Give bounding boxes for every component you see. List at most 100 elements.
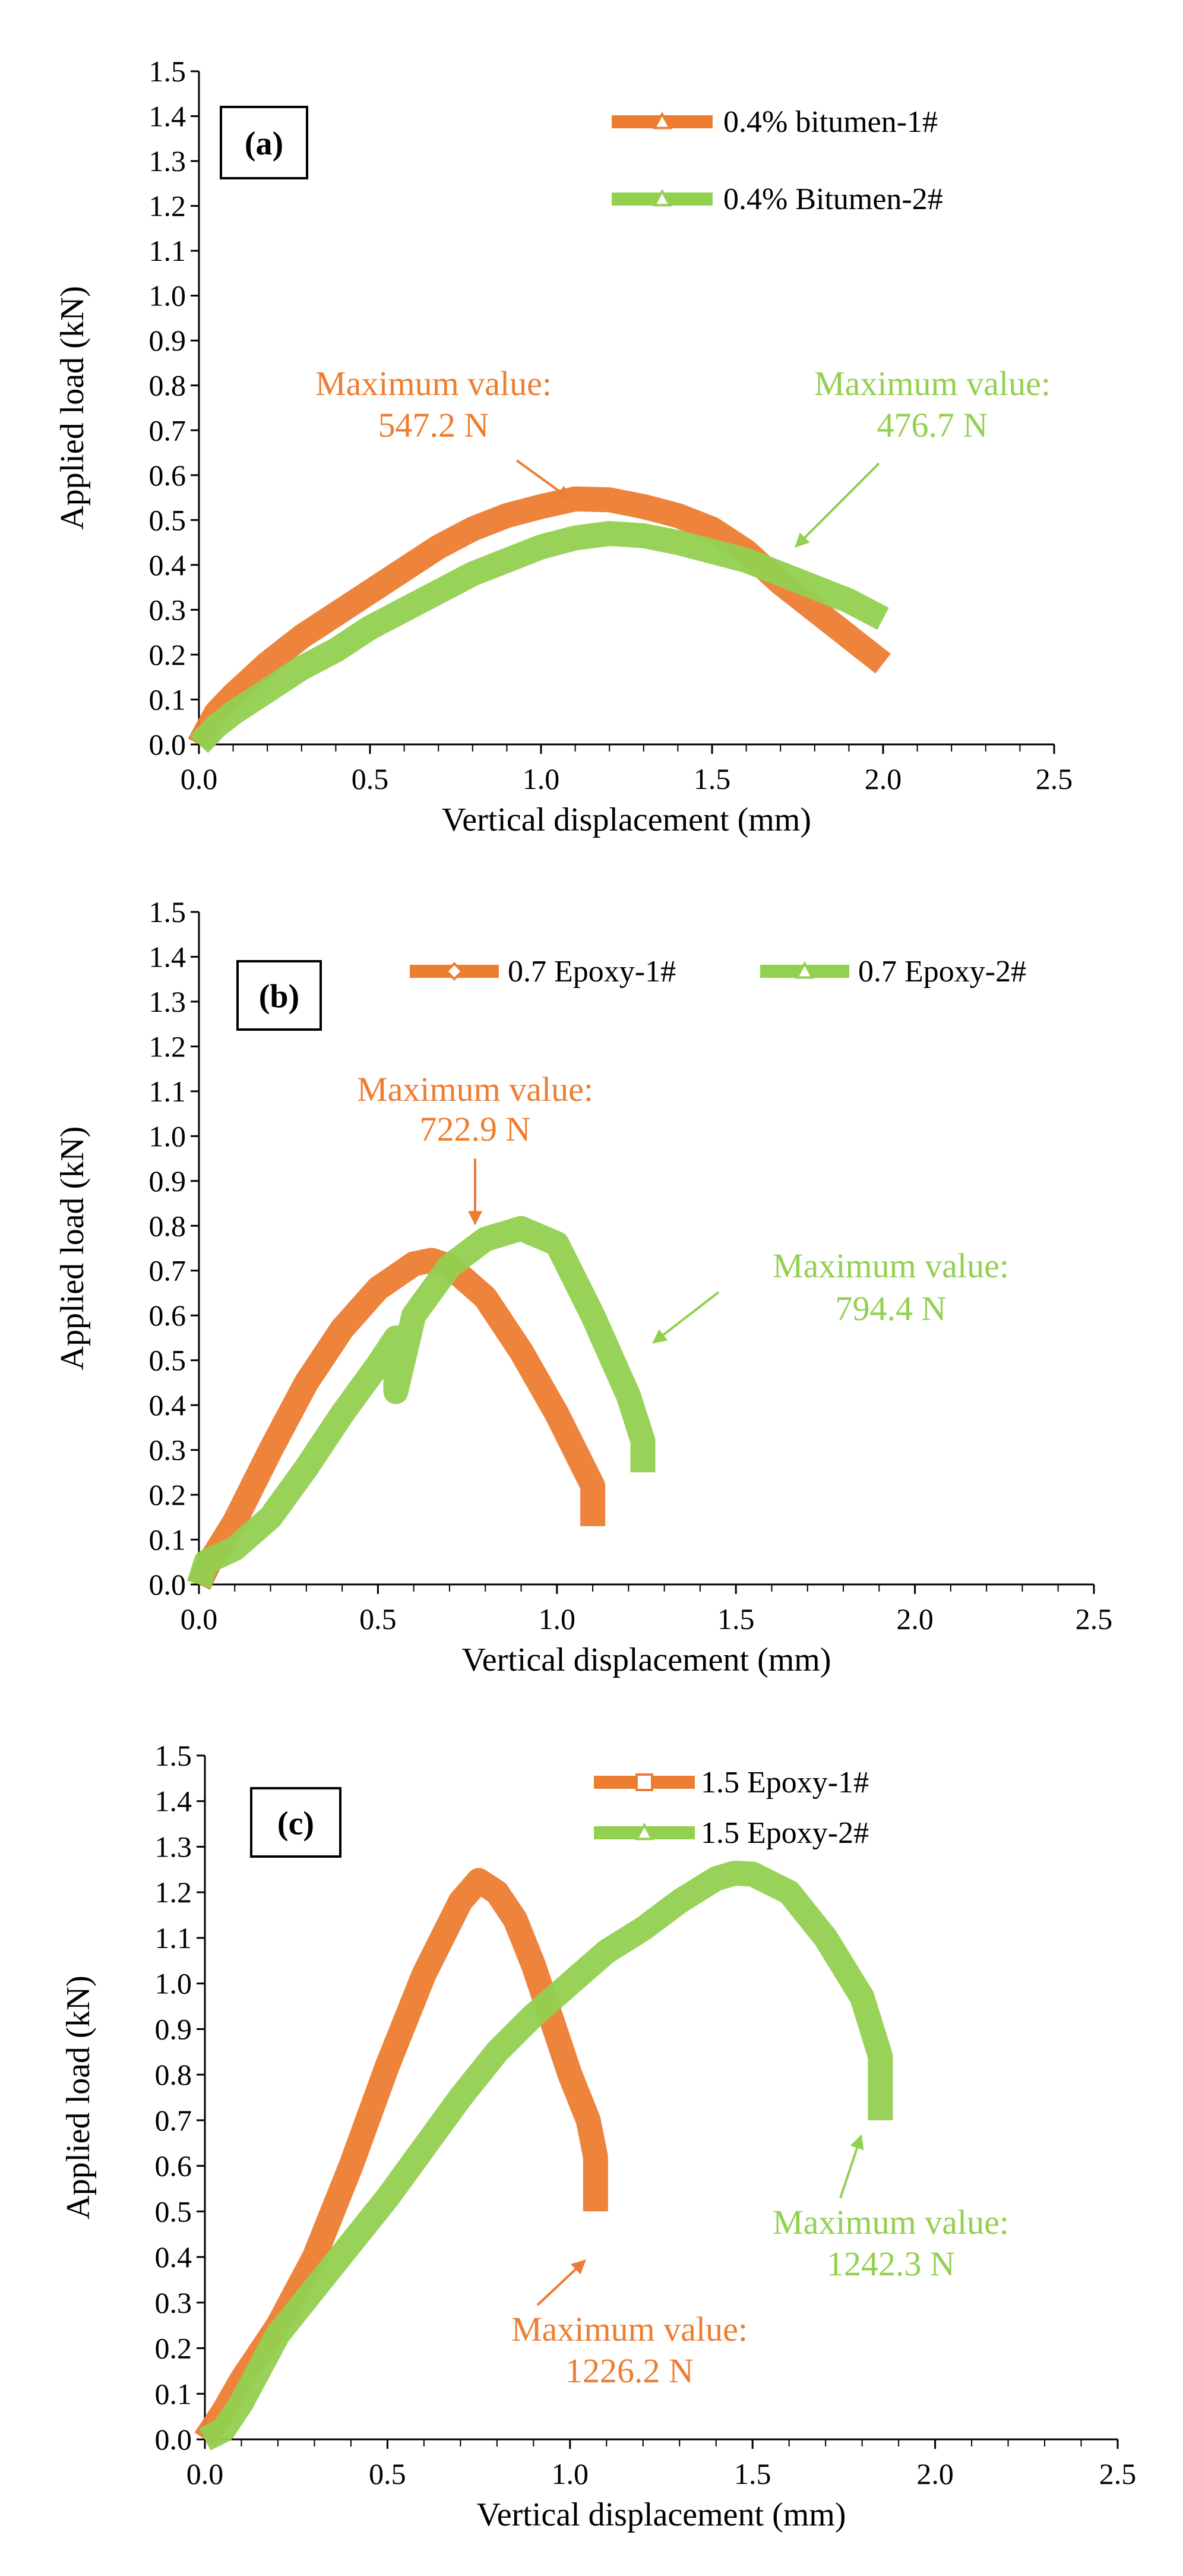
- panel-label-box: [250, 1787, 341, 1858]
- x-tick-label: 2.0: [916, 2457, 954, 2490]
- y-tick-label: 0.4: [149, 548, 186, 582]
- annotation-arrow: [515, 459, 571, 500]
- x-tick-label: 1.0: [539, 1602, 576, 1636]
- y-tick-label: 0.1: [149, 1523, 186, 1557]
- y-tick-label: 0.2: [155, 2332, 192, 2365]
- panel-label: (c): [277, 1805, 314, 1842]
- x-tick-label: 0.5: [359, 1602, 397, 1636]
- y-tick-label: 0.4: [149, 1388, 186, 1422]
- x-tick-label: 0.0: [181, 1602, 218, 1636]
- x-tick-label: 1.5: [694, 762, 731, 795]
- y-tick-label: 1.1: [155, 1921, 192, 1955]
- annotation-value: 794.4 N: [836, 1289, 947, 1328]
- legend-marker-icon: [795, 961, 815, 979]
- y-tick-label: 1.3: [149, 144, 186, 178]
- panel-b: 0.0 0.1 0.2 0.3 0.4 0.5 0.6 0.7 0.8 0.9 1.0 1.1 1.2 1…: [54, 895, 1112, 1678]
- y-tick-label: 0.9: [149, 324, 186, 357]
- y-tick-label: 1.4: [155, 1785, 192, 1818]
- y-axis-title: Applied load (kN): [60, 1975, 97, 2220]
- y-tick-label: 0.0: [155, 2423, 192, 2456]
- annotation-label: Maximum value:: [773, 2203, 1009, 2242]
- y-tick-label: 1.2: [149, 1030, 186, 1063]
- panel-label: (b): [259, 978, 299, 1015]
- y-tick-label: 0.3: [149, 593, 186, 626]
- y-tick-label: 0.6: [149, 1299, 186, 1332]
- x-tick-label: 0.0: [181, 762, 218, 795]
- legend-entry-2: 1.5 Epoxy-2#: [594, 1816, 869, 1850]
- legend-entry-2: 0.7 Epoxy-2#: [760, 955, 1026, 989]
- annotation-arrow: [839, 2134, 864, 2199]
- y-tick-label: 0.7: [155, 2104, 192, 2137]
- max-value-annotation-2: Maximum value: 794.4 N: [652, 1246, 1009, 1344]
- annotation-label: Maximum value:: [315, 364, 552, 403]
- y-tick-label: 0.7: [149, 413, 186, 447]
- x-axis-title: Vertical displacement (mm): [462, 1641, 831, 1678]
- y-tick-label: 0.7: [149, 1254, 186, 1287]
- y-tick-label: 1.0: [149, 279, 186, 312]
- legend-marker-icon: [635, 1773, 653, 1791]
- x-tick-label: 2.0: [865, 762, 902, 795]
- y-tick-label: 1.3: [155, 1830, 192, 1863]
- max-value-annotation-1: Maximum value:547.2 N: [315, 364, 571, 500]
- y-axis-title: Applied load (kN): [54, 1126, 91, 1371]
- y-tick-label: 0.1: [155, 2377, 192, 2410]
- legend-marker-icon: [652, 111, 672, 130]
- annotation-arrow: [536, 2259, 586, 2306]
- y-tick-label: 0.8: [149, 369, 186, 402]
- y-tick-label: 0.2: [149, 638, 186, 671]
- legend-marker-icon: [445, 962, 464, 981]
- annotation-value: 547.2 N: [378, 406, 489, 444]
- series-line-2: [189, 521, 889, 753]
- panel-c: 0.0 0.1 0.2 0.3 0.4 0.5 0.6 0.7 0.8 0.9 1.0 1.1 1.2 1…: [60, 1739, 1136, 2533]
- y-tick-label: 1.5: [155, 1739, 192, 1772]
- annotation-value: 476.7 N: [877, 406, 988, 444]
- y-tick-label: 0.1: [149, 683, 186, 716]
- max-value-annotation-1: Maximum value:1242.3 N: [773, 2134, 1009, 2283]
- panel-label-box: [220, 106, 308, 179]
- y-tick-label: 0.4: [155, 2240, 192, 2274]
- annotation-value: 1226.2 N: [565, 2351, 694, 2390]
- y-tick-label: 0.9: [155, 2012, 192, 2045]
- y-tick-label: 1.5: [149, 55, 186, 88]
- y-tick-label: 0.3: [155, 2286, 192, 2319]
- max-value-annotation-2: Maximum value:476.7 N: [795, 364, 1051, 548]
- x-tick-label: 2.5: [1076, 1602, 1113, 1636]
- y-tick-label: 0.0: [149, 1568, 186, 1601]
- y-tick-label: 1.1: [149, 234, 186, 267]
- y-tick-label: 1.5: [149, 895, 186, 929]
- series-line-2: [187, 1216, 656, 1589]
- y-tick-label: 0.3: [149, 1434, 186, 1467]
- x-tick-label: 0.5: [352, 762, 389, 795]
- annotation-arrow: [652, 1291, 720, 1344]
- legend-entry-1: 1.5 Epoxy-1#: [594, 1766, 869, 1800]
- panel-label: (a): [245, 125, 283, 162]
- annotation-value: 722.9 N: [420, 1110, 531, 1148]
- y-tick-label: 0.5: [149, 503, 186, 536]
- annotation-value: 1242.3 N: [827, 2244, 955, 2283]
- legend-entry-1: 0.7 Epoxy-1#: [410, 955, 676, 989]
- annotation-label: Maximum value:: [511, 2310, 748, 2348]
- x-axis-title: Vertical displacement (mm): [442, 801, 811, 838]
- y-axis-title: Applied load (kN): [54, 286, 91, 530]
- y-tick-label: 0.6: [155, 2149, 192, 2183]
- y-tick-label: 1.3: [149, 985, 186, 1018]
- legend-label: 1.5 Epoxy-2#: [701, 1816, 869, 1850]
- y-tick-label: 0.8: [149, 1209, 186, 1242]
- legend-entry-2: 0.4% Bitumen-2#: [612, 182, 943, 216]
- x-tick-label: 1.0: [552, 2457, 589, 2490]
- y-tick-label: 1.0: [149, 1119, 186, 1153]
- y-tick-label: 1.4: [149, 100, 186, 133]
- y-tick-label: 0.5: [155, 2195, 192, 2228]
- y-tick-label: 1.1: [149, 1075, 186, 1108]
- y-tick-label: 1.4: [149, 940, 186, 973]
- x-tick-label: 1.0: [523, 762, 560, 795]
- max-value-annotation-1: Maximum value:722.9 N: [357, 1070, 593, 1226]
- y-tick-label: 0.8: [155, 2058, 192, 2091]
- annotation-label: Maximum value:: [814, 364, 1051, 403]
- panel-label-box: [236, 960, 322, 1031]
- y-tick-label: 0.0: [149, 728, 186, 761]
- legend-label: 0.7 Epoxy-2#: [858, 955, 1026, 989]
- y-tick-label: 0.2: [149, 1478, 186, 1511]
